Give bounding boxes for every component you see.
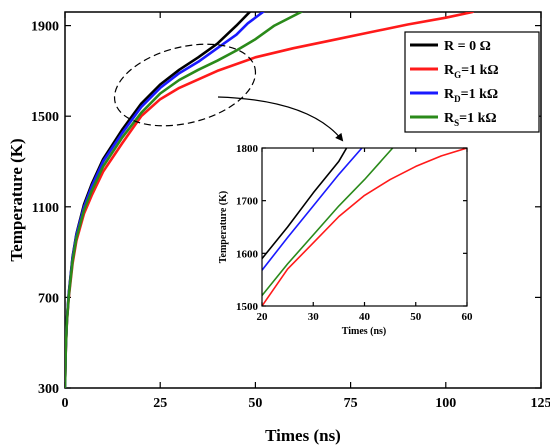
legend-label-subscript: G: [454, 70, 461, 80]
legend-label-main: R: [444, 63, 455, 78]
legend-label-main: R = 0 Ω: [444, 39, 491, 54]
legend-label-3: RS=1 kΩ: [444, 111, 497, 128]
inset-background: [262, 148, 467, 306]
inset-y-tick-label: 1700: [236, 196, 259, 208]
inset-x-tick-label: 20: [257, 311, 269, 323]
main-y-tick-label: 1900: [31, 20, 59, 35]
main-x-tick-label: 50: [248, 396, 262, 411]
inset-y-tick-label: 1600: [236, 248, 259, 260]
inset-series-line-2: [262, 148, 363, 271]
inset-series-group: [262, 148, 467, 306]
main-x-tick-label: 75: [344, 396, 358, 411]
main-y-tick-label: 1100: [32, 201, 59, 216]
inset-y-tick-label: 1800: [236, 143, 259, 155]
inset-chart: 20 30 40 50 60 1500 1600 1700 1800 Times (ns) Te…: [218, 143, 473, 337]
main-x-tick-label: 100: [435, 396, 456, 411]
main-series-line-3: [65, 12, 303, 388]
main-plot-frame: [64, 11, 542, 389]
main-series-line-2: [65, 12, 265, 388]
inset-series-line-0: [262, 148, 348, 260]
legend-label-rest: =1 kΩ: [459, 111, 496, 126]
inset-x-tick-label: 40: [359, 311, 371, 323]
y-axis-title: Temperature (K): [7, 138, 26, 261]
inset-series-line-1: [262, 148, 467, 306]
legend-label-rest: =1 kΩ: [461, 63, 498, 78]
main-y-tick-label: 300: [38, 382, 59, 397]
zoom-arrow: [217, 96, 344, 142]
inset-x-tick-label: 30: [308, 311, 320, 323]
legend-label-1: RG=1 kΩ: [444, 63, 499, 80]
main-x-tick-label: 125: [531, 396, 550, 411]
main-ticks: 0 25 50 75 100 125 300 700 1100 1500 1900: [31, 12, 550, 411]
legend-label-rest: =1 kΩ: [461, 87, 498, 102]
legend-box: [404, 31, 540, 133]
inset-series-line-3: [262, 148, 394, 297]
legend-label-subscript: D: [454, 94, 461, 104]
main-series-group: [65, 12, 474, 388]
x-axis-title: Times (ns): [265, 426, 341, 445]
inset-y-axis-title: Temperature (K): [218, 191, 229, 264]
inset-x-tick-label: 60: [462, 311, 474, 323]
legend-label-subscript: S: [454, 118, 459, 128]
inset-x-axis-title: Times (ns): [342, 326, 387, 337]
legend-label-2: RD=1 kΩ: [444, 87, 498, 104]
zoom-region-ellipse: [113, 43, 257, 127]
main-y-tick-label: 700: [38, 291, 59, 306]
legend-label-main: R: [444, 87, 455, 102]
inset-y-tick-label: 1500: [236, 301, 259, 313]
inset-x-tick-label: 50: [410, 311, 422, 323]
main-x-tick-label: 25: [153, 396, 167, 411]
inset-ticks: 20 30 40 50 60 1500 1600 1700 1800: [236, 143, 473, 323]
legend-label-0: R = 0 Ω: [444, 39, 491, 54]
main-x-tick-label: 0: [62, 396, 69, 411]
legend-label-main: R: [444, 111, 455, 126]
main-y-tick-label: 1500: [31, 110, 59, 125]
